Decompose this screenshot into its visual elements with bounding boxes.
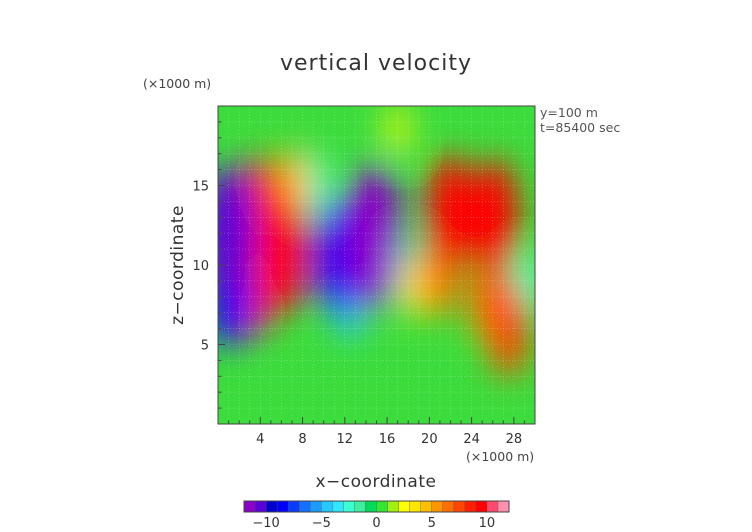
- colorbar: −10 −5 0 5 10: [243, 500, 510, 531]
- colorbar-swatch-2: [266, 501, 278, 512]
- x-axis: 4 8 12 16 20 24 28: [228, 417, 525, 447]
- x-tick-label-6: 28: [506, 432, 523, 447]
- colorbar-swatch-16: [420, 501, 433, 512]
- colorbar-tick-label-4: 10: [479, 516, 496, 531]
- field-feature-4: [401, 258, 426, 320]
- colorbar-tick-label-0: −10: [252, 516, 279, 531]
- colorbar-swatch-20: [464, 501, 477, 512]
- field-feature-17: [471, 158, 519, 276]
- colorbar-swatch-7: [321, 501, 333, 512]
- colorbar-swatch-13: [387, 501, 399, 512]
- plot-area: [217, 105, 536, 425]
- velocity-field: [218, 106, 535, 378]
- y-axis-unit: (×1000 m): [143, 76, 211, 91]
- x-tick-label-3: 16: [379, 432, 396, 447]
- field-feature-2: [303, 154, 329, 217]
- colorbar-swatch-10: [354, 501, 366, 512]
- x-tick-label-5: 24: [463, 432, 480, 447]
- colorbar-swatch-4: [288, 501, 300, 512]
- colorbar-tick-label-1: −5: [312, 516, 331, 531]
- colorbar-swatch-15: [409, 501, 422, 512]
- colorbar-tick-label-3: 5: [428, 516, 436, 531]
- x-axis-label: x−coordinate: [316, 472, 437, 492]
- colorbar-swatch-1: [255, 501, 267, 512]
- colorbar-swatch-9: [343, 501, 355, 512]
- plot-grid: [218, 106, 535, 424]
- field-feature-14: [260, 193, 309, 311]
- y-tick-label-2: 15: [192, 180, 209, 195]
- y-axis-label: z−coordinate: [168, 205, 188, 325]
- colorbar-swatch-6: [310, 501, 322, 512]
- colorbar-swatch-19: [453, 501, 466, 512]
- colorbar-swatch-18: [442, 501, 455, 512]
- field-feature-16: [426, 154, 475, 271]
- field-feature-10: [488, 279, 529, 378]
- annotation-y-position: y=100 m: [540, 105, 598, 120]
- x-axis-unit: (×1000 m): [466, 449, 534, 464]
- colorbar-swatch-8: [332, 501, 344, 512]
- field-feature-1: [387, 106, 409, 156]
- colorbar-swatch-14: [398, 501, 411, 512]
- y-tick-label-1: 10: [192, 259, 209, 274]
- colorbar-swatch-17: [431, 501, 444, 512]
- annotation-time: t=85400 sec: [540, 120, 620, 135]
- colorbar-swatch-11: [365, 501, 377, 512]
- chart-title: vertical velocity: [280, 51, 472, 76]
- colorbar-swatch-22: [486, 501, 499, 512]
- y-axis: 5 10 15: [192, 121, 225, 409]
- field-feature-19: [344, 164, 403, 309]
- y-tick-label-0: 5: [201, 339, 209, 354]
- colorbar-frame: [243, 500, 510, 513]
- colorbar-swatch-23: [497, 501, 510, 512]
- field-feature-18: [218, 165, 256, 301]
- x-tick-label-0: 4: [256, 432, 264, 447]
- colorbar-swatch-5: [299, 501, 311, 512]
- colorbar-tick-label-2: 0: [372, 516, 380, 531]
- colorbar-swatch-0: [244, 501, 256, 512]
- x-tick-label-4: 20: [421, 432, 438, 447]
- x-tick-label-2: 12: [337, 432, 354, 447]
- colorbar-swatch-12: [376, 501, 388, 512]
- colorbar-swatch-3: [277, 501, 289, 512]
- x-tick-label-1: 8: [298, 432, 306, 447]
- colorbar-swatch-21: [475, 501, 488, 512]
